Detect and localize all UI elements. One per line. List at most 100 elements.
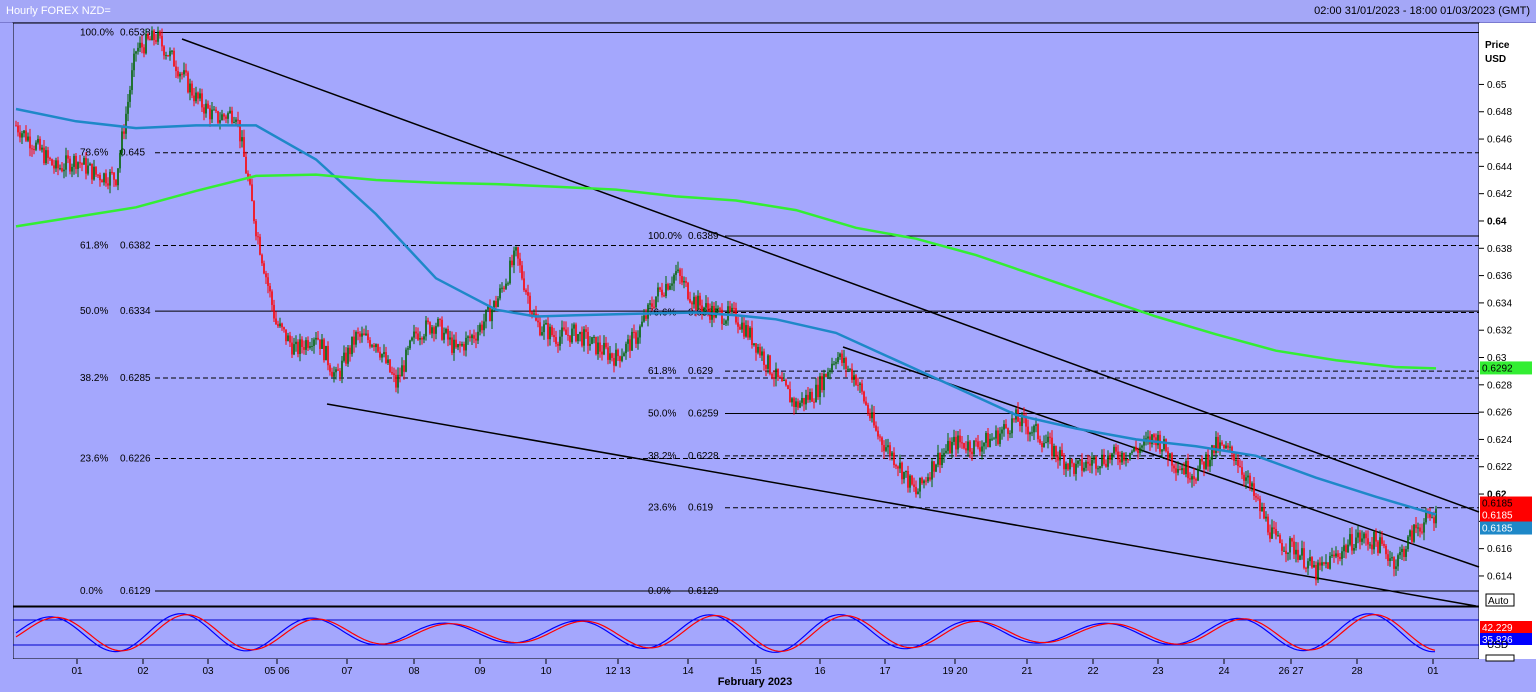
candle-body [1295,549,1297,555]
candle-body [835,362,837,364]
candle-body [323,339,325,361]
candle-body [1271,527,1273,539]
candle-body [409,340,411,349]
candle-body [1173,465,1175,469]
fib-level-pct-2: 38.2% [648,451,676,462]
candle-body [1351,534,1353,551]
candle-body [1349,534,1351,545]
candle-body [813,401,815,403]
main-plot-area[interactable] [12,22,1480,607]
candle-body [275,318,277,325]
stochastic-oscillator [13,613,1479,653]
candle-body [325,345,327,361]
candle-body [1225,445,1227,449]
candle-body [631,331,633,351]
candle-body [749,327,751,338]
candle-body [913,484,915,487]
candle-body [1143,438,1145,446]
osc-auto-button[interactable] [1485,654,1515,662]
candle-body [579,331,581,335]
candle-body [827,371,829,377]
candle-body [1217,436,1219,451]
candle-body [621,356,623,361]
candle-body [707,303,709,310]
candle-body [999,433,1001,444]
candle-body [1153,434,1155,438]
auto-button[interactable] [1485,593,1515,607]
candle-body [1171,453,1173,466]
candle-body [1419,527,1421,532]
candle-body [1227,445,1229,448]
candle-body [125,113,127,134]
fib-level-pct-2: 61.8% [648,366,676,377]
candle-body [35,142,37,150]
last-price-tag [1480,496,1532,523]
candle-body [1247,475,1249,478]
candle-body [141,42,143,48]
candle-body [553,335,555,338]
candle-body [271,291,273,305]
candle-body [1435,508,1437,524]
candle-body [865,401,867,405]
candle-body [1389,558,1391,561]
candle-body [415,331,417,334]
candle-body [257,236,259,238]
candle-body [817,384,819,398]
candle-body [449,337,451,340]
candle-body [417,333,419,340]
candle-body [93,166,95,180]
x-tick-label: 09 [474,666,486,677]
candle-body [1049,436,1051,438]
candle-body [289,335,291,343]
x-tick-label: 17 [879,666,891,677]
candle-body [463,344,465,351]
candle-body [821,376,823,391]
candle-body [725,320,727,324]
candle-body [599,342,601,352]
candle-body [1165,439,1167,452]
candle-body [561,327,563,337]
candle-body [867,404,869,414]
x-month-label: February 2023 [718,676,793,688]
candle-body [17,125,19,133]
candle-body [1265,516,1267,519]
candle-body [973,440,975,455]
candle-body [321,339,323,349]
candle-body [1373,531,1375,550]
candle-body [839,353,841,358]
candle-body [1067,463,1069,470]
candle-body [717,308,719,310]
candle-body [1333,554,1335,557]
candle-body [927,477,929,482]
candle-body [179,73,181,77]
candle-body [655,296,657,308]
candle-body [627,339,629,344]
candle-body [1431,517,1433,519]
y-tick-label: 0.646 [1487,135,1512,146]
candle-body [397,374,399,388]
candle-body [733,307,735,309]
candle-body [1407,536,1409,550]
candle-body [1325,562,1327,564]
ma-fast-tag [1480,521,1532,535]
candle-body [215,109,217,112]
candle-body [1187,460,1189,479]
last-price-value: 0.6185 [1482,499,1513,510]
candle-body [901,462,903,480]
candle-body [429,322,431,334]
candle-body [595,336,597,355]
candle-body [189,83,191,93]
fibonacci-levels: 100.0% 0.6538 78.6% 0.645 61.8% 0.6382 50.0% 0.… [80,28,1479,597]
osc-tag-d-value: 42.229 [1482,623,1513,634]
candle-body [1137,450,1139,453]
candle-body [639,326,641,338]
candle-body [263,263,265,274]
candle-body [1423,522,1425,533]
candle-body [49,157,51,160]
y-tick-label: 0.63 [1487,353,1507,364]
candle-body [1393,557,1395,569]
fib-level-pct-2: 50.0% [648,408,676,419]
oscillator-plot-area[interactable] [12,606,1480,660]
candle-body [337,369,339,371]
